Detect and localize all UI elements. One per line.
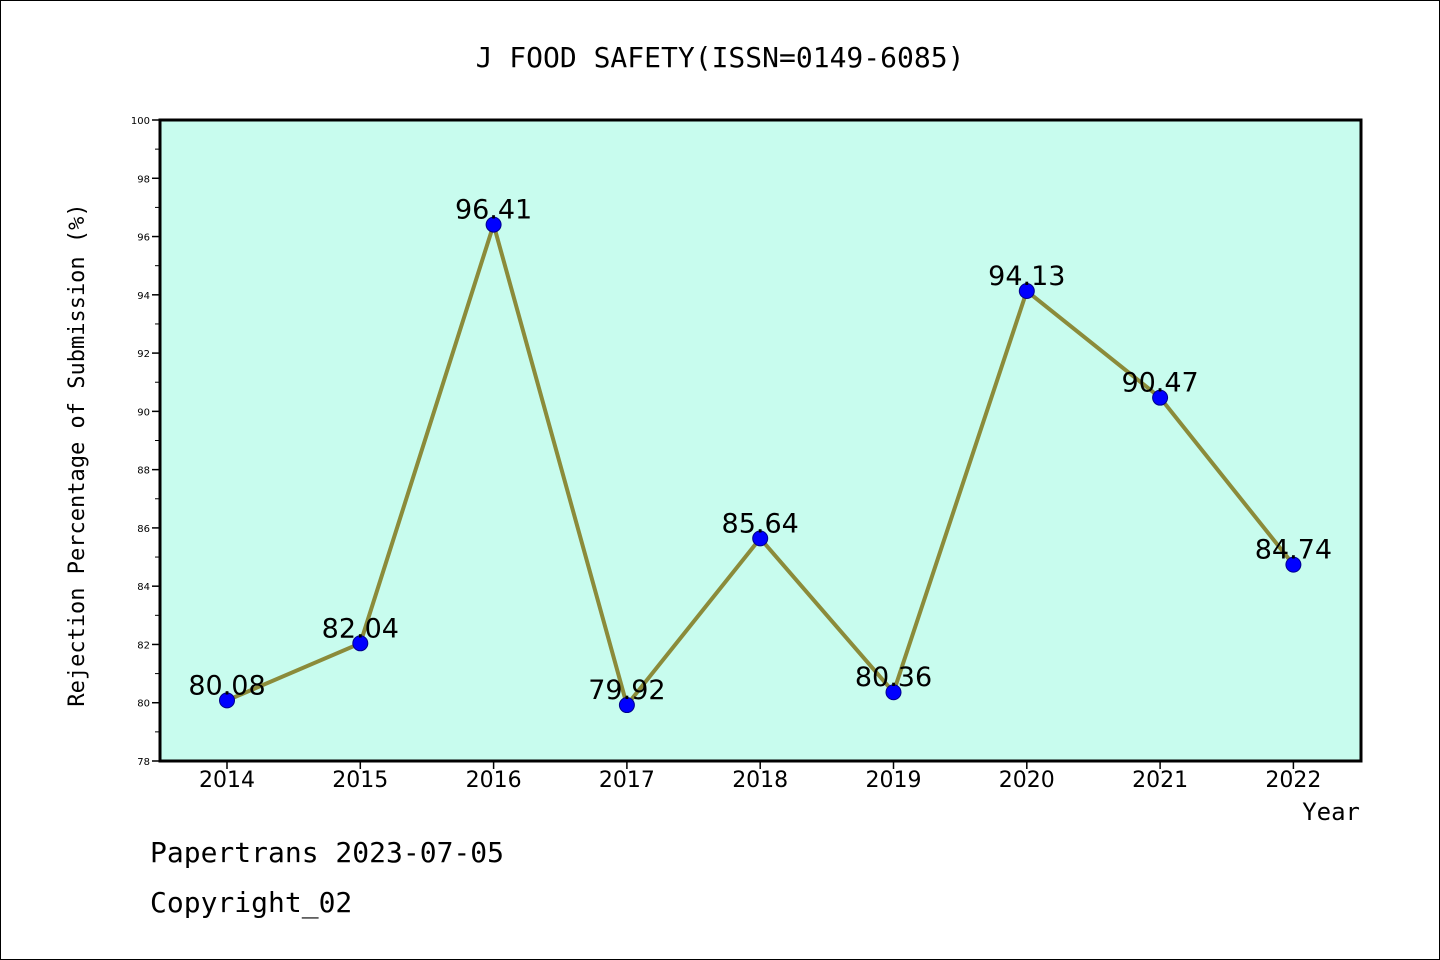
data-label: 82.04 — [322, 613, 399, 644]
y-tick-label: 96 — [137, 233, 150, 244]
footer-copyright: Copyright_02 — [150, 886, 353, 919]
y-tick-label: 78 — [137, 757, 150, 768]
x-tick-label: 2021 — [1132, 768, 1188, 793]
data-markers — [219, 216, 1302, 714]
data-point — [1285, 556, 1302, 573]
data-label: 94.13 — [988, 261, 1065, 292]
data-point — [1152, 389, 1169, 406]
y-tick-label: 82 — [137, 640, 150, 651]
x-tick-label: 2017 — [599, 768, 655, 793]
x-tick-label: 2018 — [732, 768, 788, 793]
data-label: 96.41 — [455, 195, 532, 226]
data-label: 80.36 — [855, 662, 932, 693]
data-point — [352, 635, 369, 652]
x-tick-label: 2019 — [866, 768, 922, 793]
data-point — [885, 684, 902, 701]
data-point — [752, 530, 769, 547]
x-tick-label: 2020 — [999, 768, 1055, 793]
y-tick-label: 86 — [137, 524, 150, 535]
y-tick-label: 88 — [137, 466, 150, 477]
data-point — [485, 216, 502, 233]
footer-date: Papertrans 2023-07-05 — [150, 836, 505, 869]
data-label: 79.92 — [588, 675, 665, 706]
data-labels: 80.08 82.04 96.41 79.92 85.64 80.36 94.13 90.47… — [188, 195, 1332, 706]
y-tick-label: 100 — [131, 116, 150, 127]
x-tick-label: 2015 — [332, 768, 388, 793]
x-tick-label: 2014 — [199, 768, 255, 793]
y-tick-label: 84 — [137, 582, 150, 593]
y-tick-label: 94 — [137, 291, 150, 302]
y-tick-label: 90 — [137, 407, 150, 418]
data-point — [219, 692, 235, 709]
data-label: 84.74 — [1255, 535, 1332, 566]
plot-area — [158, 118, 1363, 763]
data-label: 85.64 — [722, 508, 799, 539]
y-axis-label: Rejection Percentage of Submission (%) — [65, 203, 90, 706]
chart-title: J FOOD SAFETY(ISSN=0149-6085) — [476, 41, 965, 74]
data-point — [1018, 283, 1035, 300]
data-label: 90.47 — [1121, 368, 1198, 399]
y-tick-label: 92 — [137, 349, 150, 360]
y-axis: 78 80 82 84 86 88 90 92 94 96 98 100 — [131, 116, 160, 768]
data-label: 80.08 — [188, 670, 265, 701]
x-tick-label: 2016 — [466, 768, 522, 793]
x-tick-label: 2022 — [1265, 768, 1321, 793]
x-axis: 2014 2015 2016 2017 2018 2019 2020 2021 2022 — [199, 761, 1321, 793]
y-tick-label: 98 — [137, 174, 150, 185]
y-tick-label: 80 — [137, 699, 150, 710]
data-point — [618, 697, 635, 714]
x-axis-label: Year — [1302, 798, 1360, 826]
